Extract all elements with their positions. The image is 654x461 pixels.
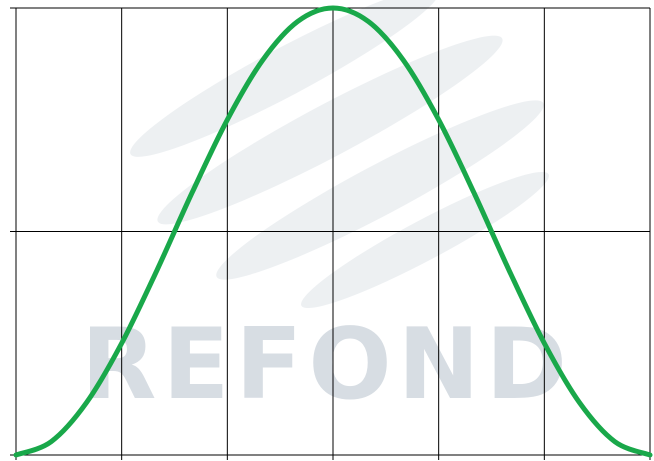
- series-layer: [13, 5, 653, 458]
- watermark-logo: REFOND: [81, 0, 573, 422]
- watermark-text: REFOND: [81, 308, 573, 422]
- series-line: [13, 5, 653, 458]
